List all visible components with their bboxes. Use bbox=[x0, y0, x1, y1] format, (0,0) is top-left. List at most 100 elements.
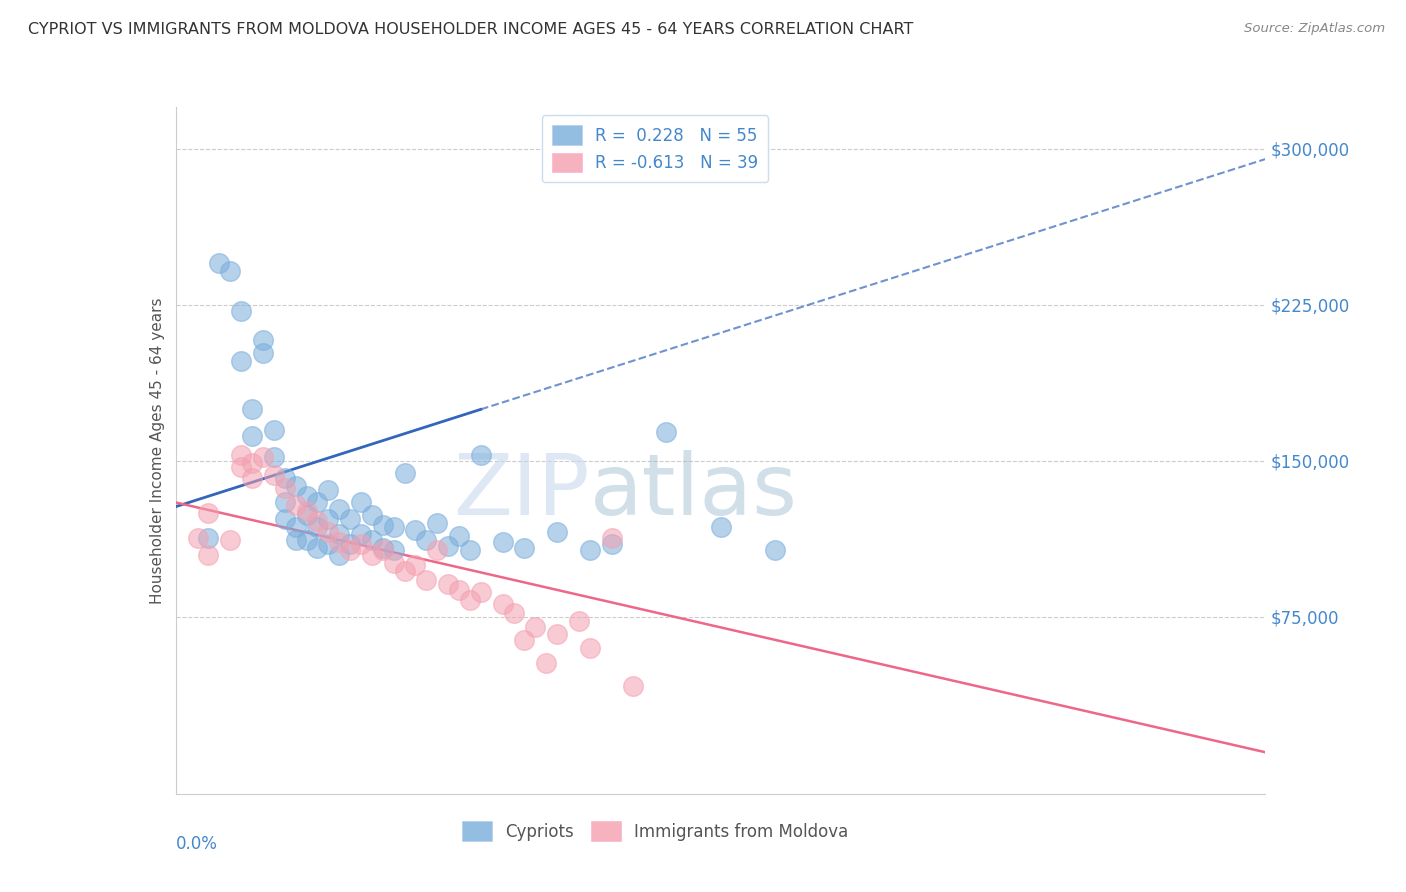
Point bbox=[458, 593, 481, 607]
Point bbox=[240, 456, 263, 470]
Point bbox=[371, 541, 394, 556]
Point bbox=[405, 558, 427, 572]
Point bbox=[284, 498, 307, 512]
Point bbox=[240, 401, 263, 416]
Point bbox=[339, 512, 361, 526]
Point bbox=[524, 620, 547, 634]
Point bbox=[274, 512, 297, 526]
Point bbox=[360, 533, 382, 547]
Point bbox=[307, 514, 329, 528]
Point bbox=[328, 526, 350, 541]
Point bbox=[252, 333, 274, 347]
Point bbox=[382, 543, 405, 558]
Point bbox=[208, 256, 231, 270]
Point bbox=[360, 508, 382, 522]
Point bbox=[470, 448, 492, 462]
Point bbox=[219, 264, 242, 278]
Point bbox=[415, 533, 437, 547]
Point bbox=[382, 556, 405, 570]
Point bbox=[307, 520, 329, 534]
Point bbox=[426, 516, 449, 531]
Legend: Cypriots, Immigrants from Moldova: Cypriots, Immigrants from Moldova bbox=[456, 814, 855, 847]
Point bbox=[219, 533, 242, 547]
Point bbox=[447, 529, 470, 543]
Point bbox=[546, 524, 568, 539]
Point bbox=[274, 481, 297, 495]
Point bbox=[655, 425, 678, 439]
Point bbox=[621, 679, 644, 693]
Point bbox=[437, 539, 460, 553]
Point bbox=[197, 506, 219, 520]
Point bbox=[437, 576, 460, 591]
Point bbox=[382, 520, 405, 534]
Point bbox=[546, 626, 568, 640]
Point bbox=[274, 495, 297, 509]
Text: atlas: atlas bbox=[591, 450, 797, 533]
Point bbox=[197, 531, 219, 545]
Point bbox=[350, 537, 373, 551]
Point bbox=[274, 470, 297, 484]
Point bbox=[240, 429, 263, 443]
Point bbox=[295, 489, 318, 503]
Point bbox=[360, 548, 382, 562]
Point bbox=[263, 468, 285, 483]
Point bbox=[284, 533, 307, 547]
Point bbox=[231, 448, 253, 462]
Point bbox=[231, 460, 253, 475]
Point bbox=[339, 537, 361, 551]
Point bbox=[307, 495, 329, 509]
Point bbox=[534, 656, 557, 670]
Point bbox=[426, 543, 449, 558]
Point bbox=[307, 541, 329, 556]
Point bbox=[447, 582, 470, 597]
Point bbox=[492, 535, 515, 549]
Point bbox=[252, 450, 274, 464]
Point bbox=[318, 537, 340, 551]
Point bbox=[318, 512, 340, 526]
Point bbox=[763, 543, 786, 558]
Point bbox=[252, 345, 274, 359]
Point bbox=[502, 606, 524, 620]
Point bbox=[328, 535, 350, 549]
Text: Source: ZipAtlas.com: Source: ZipAtlas.com bbox=[1244, 22, 1385, 36]
Point bbox=[295, 533, 318, 547]
Point bbox=[458, 543, 481, 558]
Point bbox=[231, 354, 253, 368]
Text: 0.0%: 0.0% bbox=[176, 835, 218, 853]
Y-axis label: Householder Income Ages 45 - 64 years: Householder Income Ages 45 - 64 years bbox=[149, 297, 165, 604]
Point bbox=[568, 614, 591, 628]
Point bbox=[710, 520, 733, 534]
Point bbox=[600, 531, 623, 545]
Point bbox=[513, 541, 536, 556]
Text: CYPRIOT VS IMMIGRANTS FROM MOLDOVA HOUSEHOLDER INCOME AGES 45 - 64 YEARS CORRELA: CYPRIOT VS IMMIGRANTS FROM MOLDOVA HOUSE… bbox=[28, 22, 914, 37]
Point bbox=[600, 537, 623, 551]
Point bbox=[231, 304, 253, 318]
Point bbox=[394, 564, 416, 578]
Point bbox=[350, 526, 373, 541]
Point bbox=[328, 501, 350, 516]
Point bbox=[186, 531, 209, 545]
Point bbox=[295, 504, 318, 518]
Point bbox=[197, 548, 219, 562]
Point bbox=[371, 518, 394, 533]
Point bbox=[263, 450, 285, 464]
Point bbox=[339, 543, 361, 558]
Point bbox=[394, 467, 416, 481]
Text: ZIP: ZIP bbox=[453, 450, 591, 533]
Point bbox=[513, 632, 536, 647]
Point bbox=[579, 543, 602, 558]
Point bbox=[318, 524, 340, 539]
Point bbox=[295, 508, 318, 522]
Point bbox=[263, 423, 285, 437]
Point bbox=[405, 523, 427, 537]
Point bbox=[470, 585, 492, 599]
Point bbox=[371, 543, 394, 558]
Point bbox=[579, 641, 602, 656]
Point bbox=[284, 520, 307, 534]
Point bbox=[492, 598, 515, 612]
Point bbox=[284, 479, 307, 493]
Point bbox=[415, 573, 437, 587]
Point bbox=[318, 483, 340, 497]
Point bbox=[328, 548, 350, 562]
Point bbox=[350, 495, 373, 509]
